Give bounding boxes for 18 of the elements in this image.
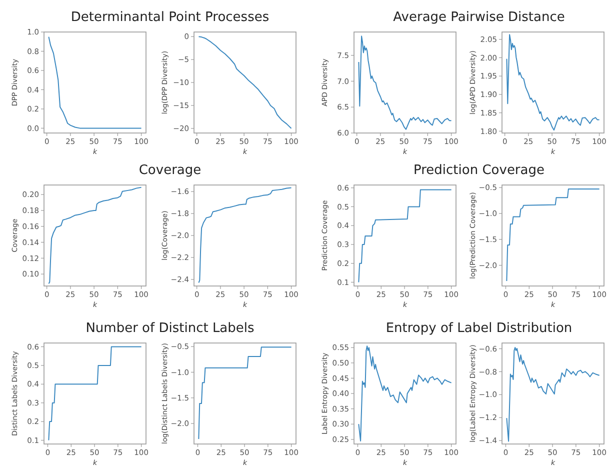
chart-title: Entropy of Label Distribution	[386, 321, 572, 336]
line-series	[48, 186, 142, 284]
line-series	[198, 36, 292, 129]
chart-title: Coverage	[138, 163, 202, 178]
chart-title: Number of Distinct Labels	[86, 321, 255, 336]
line-series	[198, 187, 292, 284]
line-series	[358, 346, 452, 442]
line-series	[48, 36, 142, 129]
chart-title: Average Pairwise Distance	[393, 10, 565, 25]
line-series	[48, 346, 142, 441]
line-series	[358, 36, 452, 130]
chart-title: Prediction Coverage	[414, 163, 544, 178]
line-series	[358, 189, 452, 283]
chart-title: Determinantal Point Processes	[70, 10, 270, 25]
line-series	[506, 188, 600, 282]
line-series	[198, 346, 292, 440]
line-series	[506, 346, 600, 442]
line-series	[506, 34, 600, 131]
